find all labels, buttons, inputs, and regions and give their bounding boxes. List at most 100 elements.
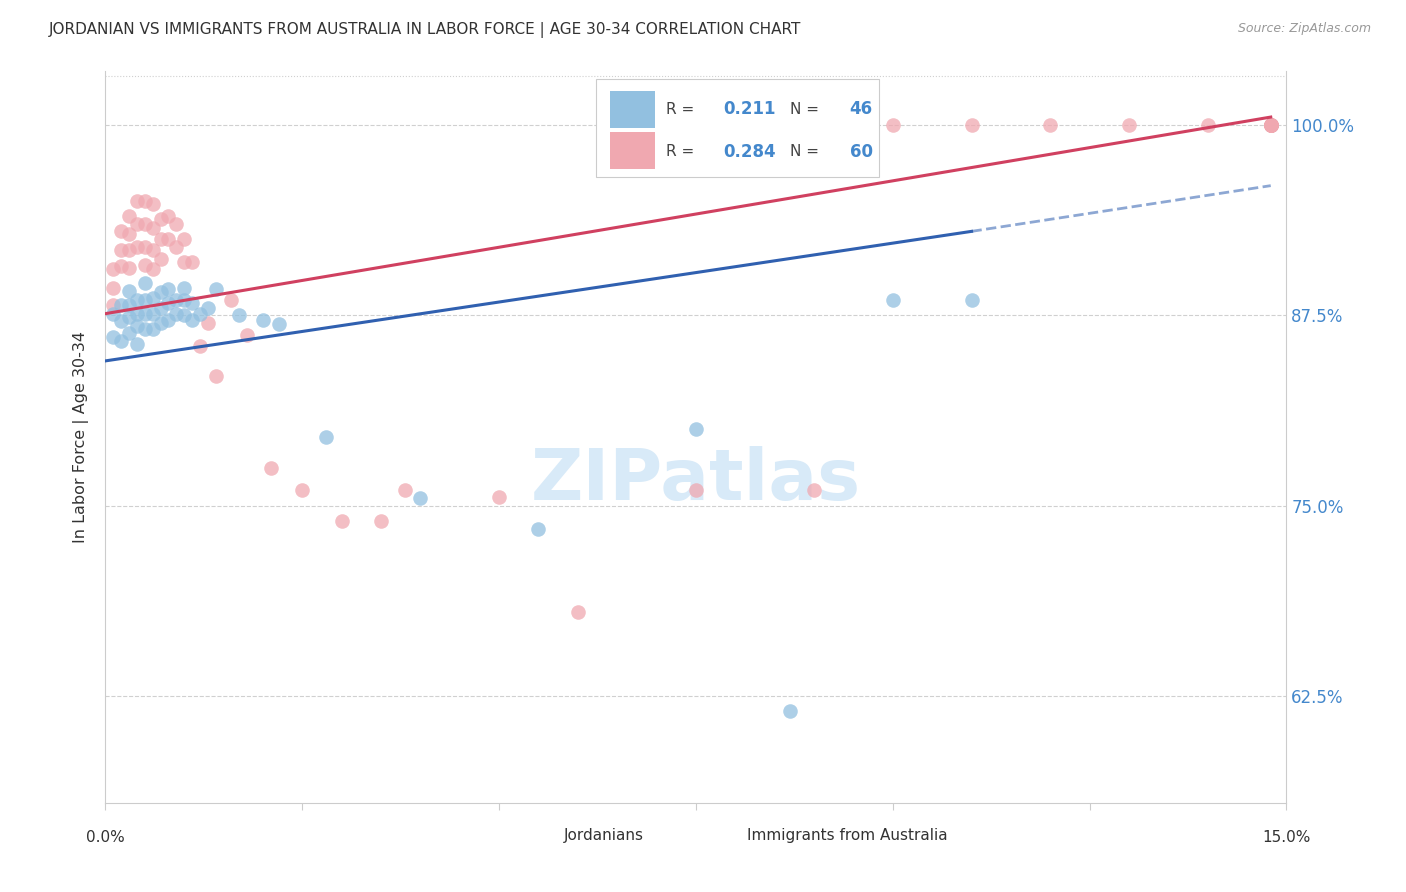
Point	[204, 282, 226, 296]
Point	[125, 194, 148, 208]
Point	[1260, 118, 1282, 132]
Point	[173, 293, 195, 307]
Point	[1260, 118, 1282, 132]
Point	[165, 307, 187, 321]
Point	[157, 209, 180, 223]
Point	[142, 292, 165, 306]
Point	[527, 522, 550, 536]
Point	[118, 297, 141, 311]
Text: N =: N =	[790, 102, 824, 117]
Point	[370, 514, 392, 528]
Point	[134, 322, 156, 336]
Point	[197, 316, 219, 330]
Point	[803, 483, 825, 498]
Point	[1260, 118, 1282, 132]
Point	[118, 326, 141, 341]
FancyBboxPatch shape	[610, 132, 655, 169]
Point	[103, 262, 125, 277]
Point	[181, 312, 204, 326]
Point	[157, 232, 180, 246]
Point	[221, 293, 243, 307]
Point	[142, 322, 165, 336]
Point	[149, 252, 172, 266]
Point	[779, 705, 801, 719]
Point	[125, 239, 148, 253]
Point	[142, 243, 165, 257]
Point	[157, 282, 180, 296]
Point	[173, 308, 195, 322]
Text: 15.0%: 15.0%	[1263, 830, 1310, 846]
Point	[1260, 118, 1282, 132]
Point	[149, 212, 172, 227]
FancyBboxPatch shape	[596, 78, 879, 178]
Point	[142, 307, 165, 321]
Point	[173, 255, 195, 269]
Point	[267, 318, 290, 332]
Point	[125, 307, 148, 321]
Point	[103, 329, 125, 343]
Point	[125, 293, 148, 307]
Point	[118, 209, 141, 223]
Point	[165, 293, 187, 307]
Point	[134, 217, 156, 231]
FancyBboxPatch shape	[707, 823, 738, 848]
Point	[134, 258, 156, 272]
Text: R =: R =	[666, 145, 700, 160]
Point	[110, 314, 132, 328]
FancyBboxPatch shape	[524, 823, 555, 848]
Point	[1260, 118, 1282, 132]
Text: 60: 60	[849, 143, 873, 161]
Text: Jordanians: Jordanians	[564, 828, 644, 843]
Point	[685, 422, 707, 436]
Point	[149, 285, 172, 300]
Text: JORDANIAN VS IMMIGRANTS FROM AUSTRALIA IN LABOR FORCE | AGE 30-34 CORRELATION CH: JORDANIAN VS IMMIGRANTS FROM AUSTRALIA I…	[49, 22, 801, 38]
Text: Source: ZipAtlas.com: Source: ZipAtlas.com	[1237, 22, 1371, 36]
Point	[165, 217, 187, 231]
Point	[103, 281, 125, 295]
Point	[1118, 118, 1140, 132]
Point	[118, 243, 141, 257]
Y-axis label: In Labor Force | Age 30-34: In Labor Force | Age 30-34	[73, 331, 90, 543]
Text: 0.284: 0.284	[723, 143, 776, 161]
Point	[291, 483, 314, 498]
Point	[110, 224, 132, 238]
Point	[149, 301, 172, 315]
Point	[118, 284, 141, 298]
Point	[118, 227, 141, 242]
Point	[260, 460, 283, 475]
Point	[188, 338, 211, 352]
Point	[1039, 118, 1062, 132]
Point	[149, 232, 172, 246]
Point	[157, 312, 180, 326]
Point	[118, 310, 141, 324]
Point	[125, 318, 148, 333]
Point	[157, 296, 180, 310]
Point	[110, 243, 132, 257]
Point	[1260, 118, 1282, 132]
Point	[488, 490, 510, 504]
Point	[960, 293, 983, 307]
Point	[103, 297, 125, 311]
Text: ZIPatlas: ZIPatlas	[531, 447, 860, 516]
Text: Immigrants from Australia: Immigrants from Australia	[747, 828, 948, 843]
Point	[1260, 118, 1282, 132]
Point	[118, 260, 141, 275]
Point	[142, 197, 165, 211]
Point	[685, 483, 707, 498]
Point	[882, 293, 904, 307]
Point	[110, 297, 132, 311]
Point	[567, 605, 589, 619]
Point	[103, 307, 125, 321]
Point	[134, 276, 156, 290]
Point	[409, 491, 432, 505]
Point	[315, 430, 337, 444]
Point	[228, 308, 250, 322]
Point	[110, 334, 132, 348]
Point	[197, 301, 219, 315]
Point	[394, 483, 416, 498]
Point	[173, 281, 195, 295]
Point	[1260, 118, 1282, 132]
Point	[181, 255, 204, 269]
Point	[236, 328, 259, 343]
Point	[165, 239, 187, 253]
